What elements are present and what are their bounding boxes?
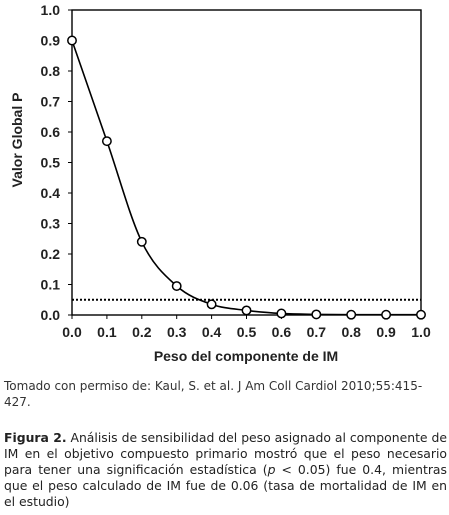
y-tick-label: 0.3 [41,216,61,232]
x-tick-label: 0.6 [272,324,292,340]
figure-label: Figura 2. [4,430,67,445]
plot-area: 0.0 0.1 0.2 0.3 0.4 0.5 0.6 0.7 0.8 0.9 1.0 0.0 0.1 0… [41,2,431,340]
x-tick-label: 0.8 [341,324,361,340]
x-tick-label: 0.0 [62,324,82,340]
x-tick-label: 0.5 [237,324,257,340]
data-point [206,299,217,310]
data-point [311,309,322,320]
data-point [416,309,426,320]
x-tick-label: 0.7 [307,324,327,340]
y-tick-label: 0.0 [41,307,61,323]
source-note: Tomado con permiso de: Kaul, S. et al. J… [4,379,423,409]
y-tick-label: 0.5 [41,155,61,171]
data-point [136,236,147,247]
series-line [71,40,421,316]
data-point [276,308,287,319]
y-tick-label: 1.0 [41,2,61,18]
data-point [346,309,357,320]
plot-frame [71,9,422,316]
x-tick-label: 0.2 [132,324,152,340]
y-tick-label: 0.9 [41,33,61,49]
x-tick-label: 0.9 [376,324,396,340]
x-tick-label: 0.3 [167,324,187,340]
data-point [381,309,392,320]
y-tick-label: 0.8 [41,63,61,79]
data-point [171,281,182,291]
sensitivity-chart: 0.0 0.1 0.2 0.3 0.4 0.5 0.6 0.7 0.8 0.9 1.0 0.0 0.1 0… [9,2,431,364]
y-tick-label: 0.6 [41,124,61,140]
x-axis-label: Peso del componente de IM [154,348,338,364]
caption-text-before-p: Análisis de sensibilidad del peso asigna… [4,430,447,477]
x-tick-label: 0.4 [202,324,222,340]
caption-text-after-p: < 0.05) fue 0.4, mientras que el peso ca… [4,462,447,509]
data-point [241,305,252,316]
data-point [67,35,77,46]
x-tick-label: 1.0 [411,324,431,340]
caption-p-symbol: p [267,462,276,477]
y-axis-label: Valor Global P [9,93,25,188]
y-tick-label: 0.4 [41,185,61,201]
y-tick-label: 0.1 [41,277,61,293]
figure-caption: Figura 2. Análisis de sensibilidad del p… [4,430,447,510]
y-tick-label: 0.7 [41,94,61,110]
data-point [101,136,112,147]
x-tick-label: 0.1 [97,324,117,340]
y-tick-label: 0.2 [41,246,61,262]
